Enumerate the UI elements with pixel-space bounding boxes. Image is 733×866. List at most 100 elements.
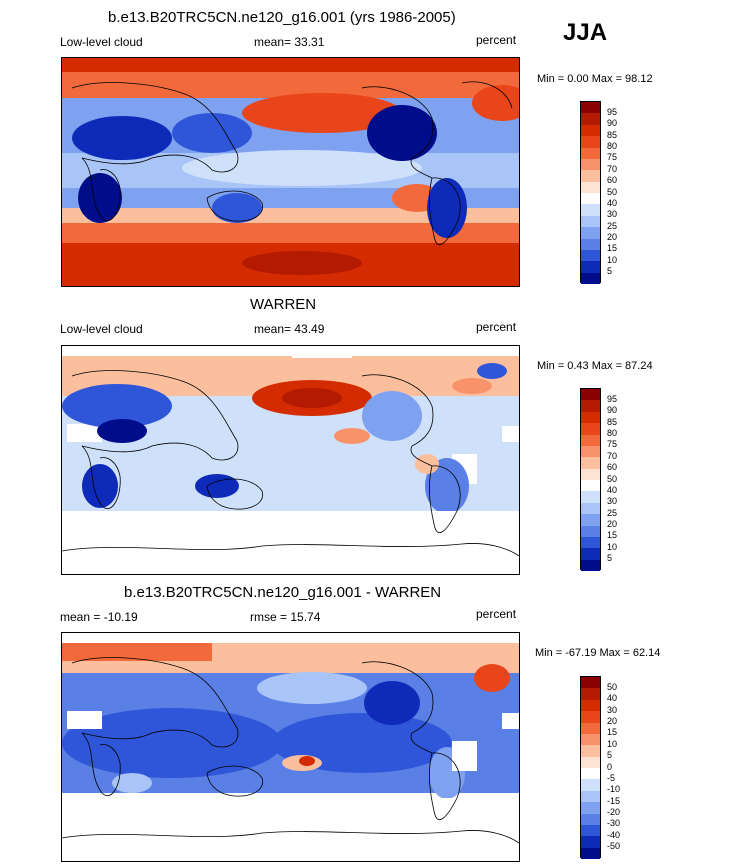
panel-1-variable-label: Low-level cloud — [60, 35, 143, 49]
colorbar-swatch — [581, 238, 600, 250]
colorbar-swatch — [581, 457, 600, 469]
colorbar-swatch — [581, 136, 600, 148]
colorbar-swatch — [581, 677, 600, 689]
panel-1-map-field — [62, 58, 519, 286]
colorbar-tick-label: 40 — [607, 693, 618, 704]
panel-3-rmse-label: rmse = 15.74 — [250, 610, 321, 624]
colorbar-swatch — [581, 261, 600, 273]
colorbar-tick-label: 90 — [607, 118, 618, 129]
colorbar-swatch — [581, 468, 600, 480]
colorbar-tick-label: -50 — [607, 841, 621, 852]
colorbar-swatch — [581, 699, 600, 712]
colorbar-swatch — [581, 688, 600, 700]
colorbar-swatch — [581, 170, 600, 182]
colorbar-tick-label: -40 — [607, 829, 621, 840]
panel-1-colorbar-scale — [580, 101, 601, 284]
colorbar-swatch — [581, 790, 600, 803]
colorbar-tick-label: 5 — [607, 750, 613, 761]
colorbar-tick-label: 95 — [607, 106, 618, 117]
colorbar-swatch — [581, 824, 600, 837]
panel-2-units-label: percent — [476, 320, 517, 334]
colorbar-tick-label: 10 — [607, 254, 618, 265]
colorbar-swatch — [581, 548, 600, 560]
panel-1-map — [61, 57, 520, 287]
colorbar-swatch — [581, 249, 600, 262]
colorbar-swatch — [581, 802, 600, 814]
colorbar-tick-label: 60 — [607, 462, 618, 473]
colorbar-swatch — [581, 204, 600, 216]
colorbar-swatch — [581, 113, 600, 125]
panel-2-colorbar-scale — [580, 388, 601, 571]
colorbar-swatch — [581, 733, 600, 746]
panel-1-title: b.e13.B20TRC5CN.ne120_g16.001 (yrs 1986-… — [108, 9, 456, 26]
colorbar-tick-label: 15 — [607, 530, 618, 541]
panel-2-variable-label: Low-level cloud — [60, 322, 143, 336]
colorbar-swatch — [581, 147, 600, 159]
colorbar-swatch — [581, 491, 600, 503]
colorbar-tick-label: 15 — [607, 243, 618, 254]
colorbar-tick-label: 70 — [607, 450, 618, 461]
colorbar-tick-label: 25 — [607, 507, 618, 518]
colorbar-tick-label: 80 — [607, 428, 618, 438]
colorbar-tick-label: 50 — [607, 473, 618, 484]
colorbar-tick-label: 25 — [607, 220, 618, 231]
colorbar-tick-label: 30 — [607, 704, 618, 715]
panel-1-mean-label: mean= 33.31 — [254, 35, 325, 49]
colorbar-tick-label: 75 — [607, 439, 618, 450]
colorbar-tick-label: 80 — [607, 141, 618, 151]
panel-2-map-field — [62, 346, 519, 574]
colorbar-tick-label: -20 — [607, 807, 621, 817]
colorbar-swatch — [581, 711, 600, 723]
panel-1-minmax: Min = 0.00 Max = 98.12 — [537, 73, 653, 85]
colorbar-swatch — [581, 536, 600, 549]
season-label: JJA — [563, 19, 608, 46]
panel-2-minmax: Min = 0.43 Max = 87.24 — [537, 360, 653, 372]
colorbar-tick-label: 20 — [607, 519, 618, 529]
colorbar-swatch — [581, 434, 600, 446]
colorbar-swatch — [581, 445, 600, 458]
colorbar-swatch — [581, 525, 600, 537]
colorbar-tick-label: 10 — [607, 738, 618, 749]
colorbar-tick-label: 70 — [607, 163, 618, 174]
panel-3-units-label: percent — [476, 607, 517, 621]
colorbar-tick-label: 60 — [607, 175, 618, 186]
colorbar-swatch — [581, 836, 600, 848]
colorbar-tick-label: 30 — [607, 209, 618, 220]
colorbar-swatch — [581, 480, 600, 492]
panel-3-colorbar-scale — [580, 676, 601, 859]
panel-3-map-field — [62, 633, 519, 861]
colorbar-tick-label: 40 — [607, 197, 618, 208]
colorbar-tick-label: 10 — [607, 541, 618, 552]
colorbar-tick-label: 90 — [607, 405, 618, 416]
colorbar-swatch — [581, 779, 600, 791]
panel-1-units-label: percent — [476, 33, 517, 47]
colorbar-swatch — [581, 272, 600, 284]
colorbar-tick-label: 75 — [607, 152, 618, 163]
colorbar-swatch — [581, 411, 600, 424]
colorbar-tick-label: 95 — [607, 393, 618, 404]
panel-3-title: b.e13.B20TRC5CN.ne120_g16.001 - WARREN — [124, 584, 442, 601]
colorbar-tick-label: -5 — [607, 772, 616, 783]
colorbar-tick-label: -10 — [607, 784, 621, 795]
colorbar-tick-label: 50 — [607, 186, 618, 197]
colorbar-tick-label: 85 — [607, 129, 618, 140]
colorbar-tick-label: 20 — [607, 716, 618, 726]
colorbar-swatch — [581, 847, 600, 859]
colorbar-swatch — [581, 124, 600, 137]
colorbar-swatch — [581, 514, 600, 526]
colorbar-tick-label: 50 — [607, 681, 618, 692]
colorbar-tick-label: 5 — [607, 266, 613, 277]
colorbar-tick-label: 20 — [607, 232, 618, 242]
panel-2-title: WARREN — [250, 296, 317, 313]
panel-3-mean-label: mean = -10.19 — [60, 610, 138, 624]
colorbar-swatch — [581, 722, 600, 734]
colorbar-swatch — [581, 102, 600, 114]
colorbar-tick-label: 85 — [607, 416, 618, 427]
colorbar-tick-label: 5 — [607, 553, 613, 564]
colorbar-swatch — [581, 400, 600, 412]
colorbar-swatch — [581, 227, 600, 239]
colorbar-swatch — [581, 389, 600, 401]
colorbar-swatch — [581, 745, 600, 757]
panel-3-map — [61, 632, 520, 862]
colorbar-swatch — [581, 813, 600, 825]
